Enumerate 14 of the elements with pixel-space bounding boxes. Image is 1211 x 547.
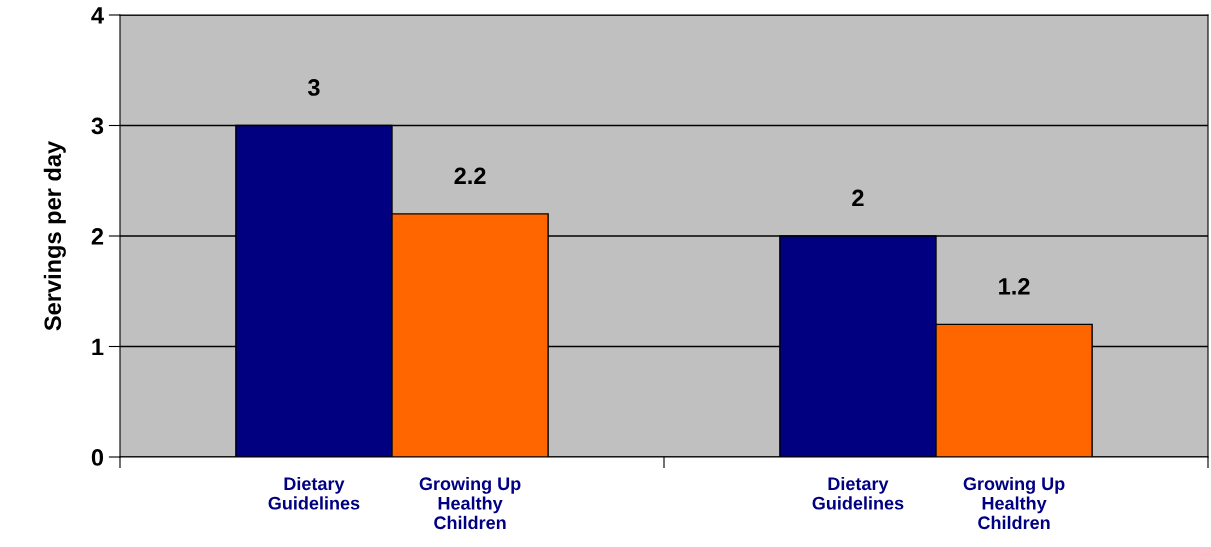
text: Dietary Guidelines	[812, 476, 904, 510]
text: Growing Up Healthy Children	[963, 476, 1065, 530]
y-tick-label: 0	[91, 449, 104, 466]
data-label: 2.2	[454, 167, 486, 184]
y-tick-label: 2	[91, 228, 104, 245]
series-label: Dietary Guidelines	[268, 476, 360, 510]
y-tick-label: 1	[92, 338, 104, 356]
data-label: 1.2	[999, 278, 1030, 295]
series-label: Growing Up Healthy Children	[419, 476, 521, 530]
y-axis-title: Servings per day	[43, 140, 66, 331]
data-label: 3	[307, 79, 320, 96]
y-tick-label: 4	[91, 7, 104, 24]
y-tick-label: 3	[91, 117, 104, 135]
data-label: 2	[852, 189, 864, 207]
